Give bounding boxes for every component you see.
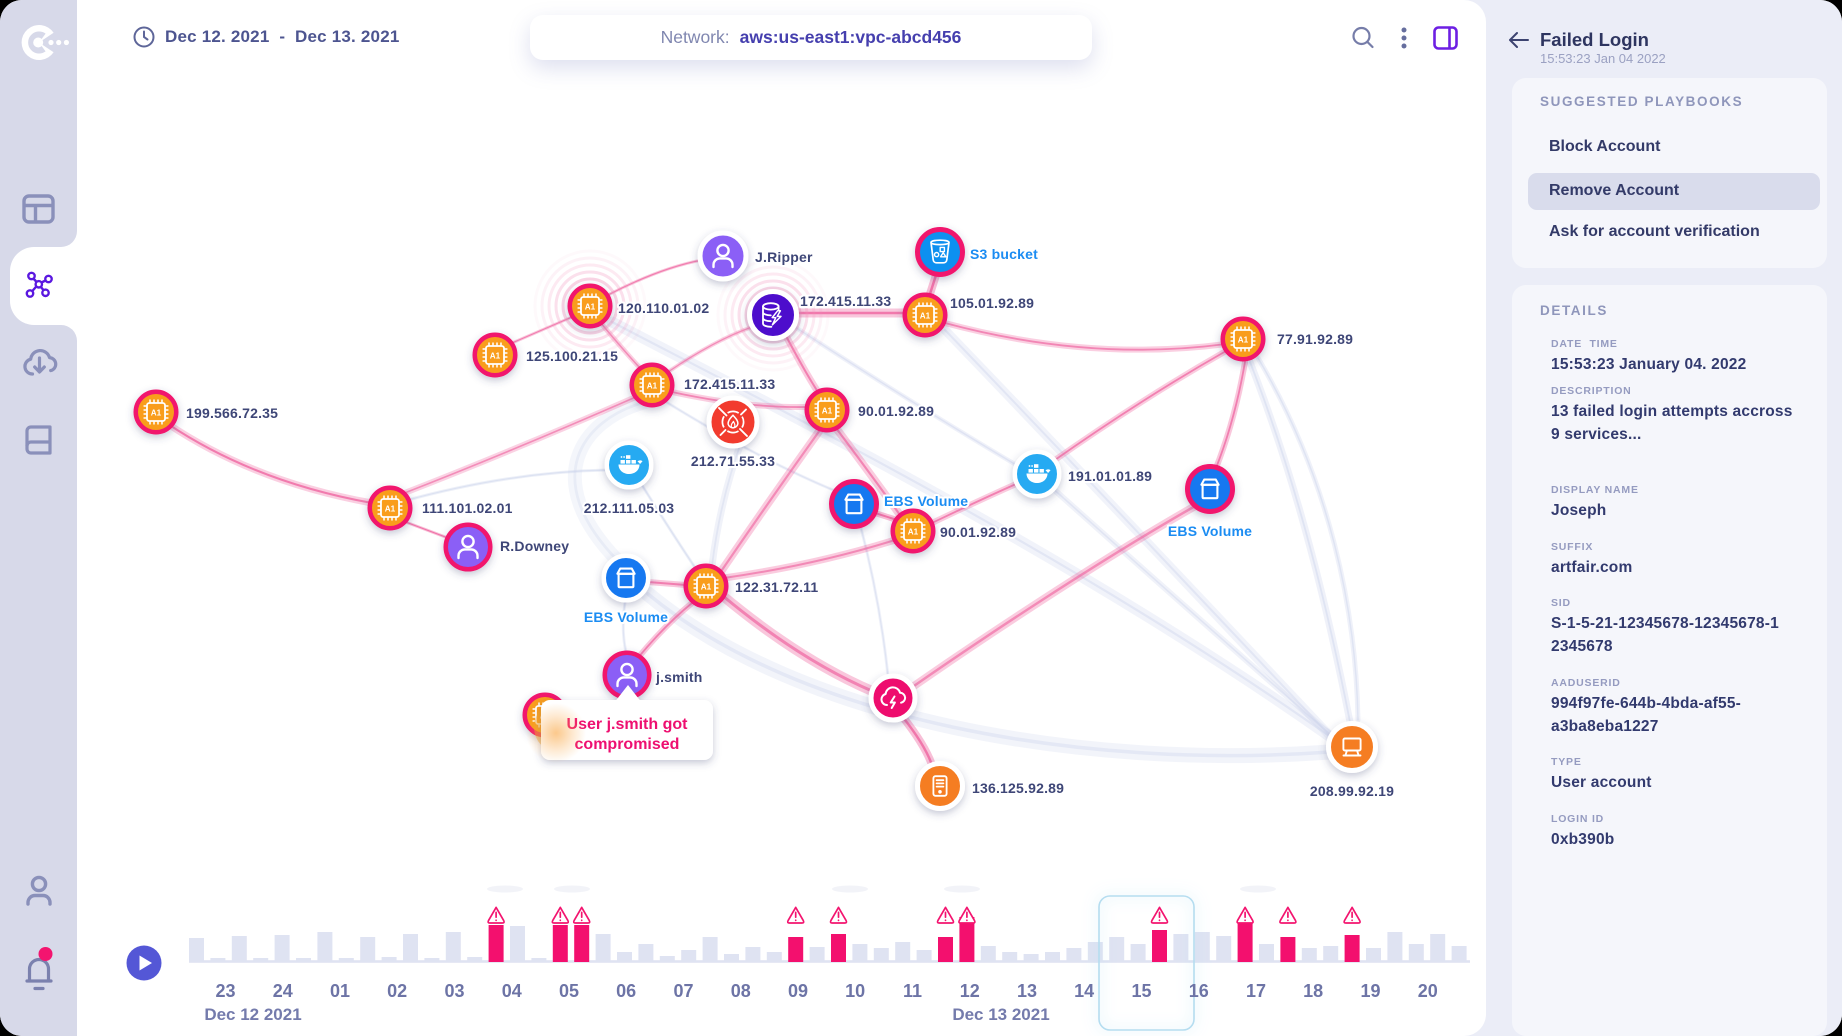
svg-text:EBS Volume: EBS Volume	[584, 609, 668, 625]
svg-text:16: 16	[1189, 981, 1209, 1001]
svg-text:105.01.92.89: 105.01.92.89	[950, 295, 1034, 311]
svg-text:13: 13	[1017, 981, 1037, 1001]
svg-text:03: 03	[444, 981, 464, 1001]
svg-text:122.31.72.11: 122.31.72.11	[735, 579, 818, 595]
svg-text:08: 08	[731, 981, 751, 1001]
svg-text:Dec 13 2021: Dec 13 2021	[952, 1005, 1049, 1024]
svg-text:191.01.01.89: 191.01.01.89	[1068, 468, 1152, 484]
svg-text:S3 bucket: S3 bucket	[970, 246, 1038, 262]
svg-text:R.Downey: R.Downey	[500, 538, 569, 554]
svg-text:90.01.92.89: 90.01.92.89	[858, 403, 934, 419]
svg-text:120.110.01.02: 120.110.01.02	[618, 300, 709, 316]
svg-text:199.566.72.35: 199.566.72.35	[186, 405, 278, 421]
svg-text:90.01.92.89: 90.01.92.89	[940, 524, 1016, 540]
svg-text:15: 15	[1131, 981, 1151, 1001]
svg-text:77.91.92.89: 77.91.92.89	[1277, 331, 1353, 347]
svg-text:10: 10	[845, 981, 865, 1001]
svg-text:14: 14	[1074, 981, 1094, 1001]
svg-text:07: 07	[673, 981, 693, 1001]
svg-text:212.111.05.03: 212.111.05.03	[584, 500, 675, 516]
svg-text:09: 09	[788, 981, 808, 1001]
svg-text:23: 23	[215, 981, 235, 1001]
svg-text:172.415.11.33: 172.415.11.33	[800, 293, 891, 309]
svg-text:19: 19	[1360, 981, 1380, 1001]
svg-text:01: 01	[330, 981, 350, 1001]
svg-text:172.415.11.33: 172.415.11.33	[684, 376, 775, 392]
svg-text:02: 02	[387, 981, 407, 1001]
svg-text:06: 06	[616, 981, 636, 1001]
svg-text:17: 17	[1246, 981, 1266, 1001]
svg-text:12: 12	[960, 981, 980, 1001]
svg-text:EBS Volume: EBS Volume	[1168, 523, 1252, 539]
svg-text:User j.smith got: User j.smith got	[567, 716, 689, 733]
svg-text:208.99.92.19: 208.99.92.19	[1310, 783, 1394, 799]
svg-text:24: 24	[273, 981, 293, 1001]
svg-text:05: 05	[559, 981, 579, 1001]
svg-text:212.71.55.33: 212.71.55.33	[691, 453, 775, 469]
svg-text:EBS Volume: EBS Volume	[884, 493, 968, 509]
svg-text:11: 11	[903, 981, 922, 1001]
svg-text:125.100.21.15: 125.100.21.15	[526, 348, 618, 364]
svg-text:20: 20	[1418, 981, 1438, 1001]
svg-text:Dec 12 2021: Dec 12 2021	[204, 1005, 301, 1024]
svg-text:136.125.92.89: 136.125.92.89	[972, 780, 1064, 796]
svg-text:111.101.02.01: 111.101.02.01	[422, 500, 513, 516]
svg-text:compromised: compromised	[575, 736, 680, 753]
svg-text:04: 04	[502, 981, 522, 1001]
svg-text:18: 18	[1303, 981, 1323, 1001]
svg-text:J.Ripper: J.Ripper	[755, 249, 813, 265]
svg-text:j.smith: j.smith	[655, 669, 703, 685]
